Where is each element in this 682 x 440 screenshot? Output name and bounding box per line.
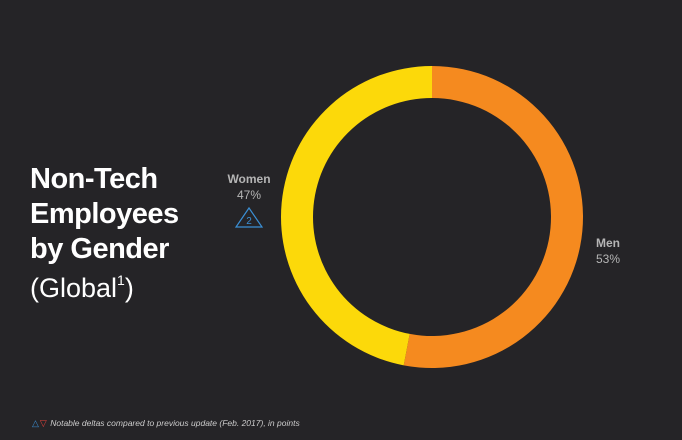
delta-label: 2 [246,216,252,227]
note: Notable deltas compared to previous upda… [50,418,300,428]
down-icon: ▽ [39,418,47,428]
footnote: △▽ Notable deltas compared to previous u… [32,418,300,429]
segment-label: Men [596,236,620,250]
value-label: 53% [596,252,620,266]
chart-subtitle: (Global1) [30,265,134,303]
subtitle-end: ) [124,273,134,303]
subtitle-text: (Global [30,273,118,303]
value-label: 47% [237,188,261,202]
donut-segment [403,66,584,368]
footnote-mark: 1 [117,272,125,288]
up-icon: △ [32,418,39,428]
segment-label: Women [227,172,270,186]
chart-title: Non-Tech Employees by Gender [30,163,179,265]
donut-segment [281,66,432,366]
delta-icon [234,206,264,228]
